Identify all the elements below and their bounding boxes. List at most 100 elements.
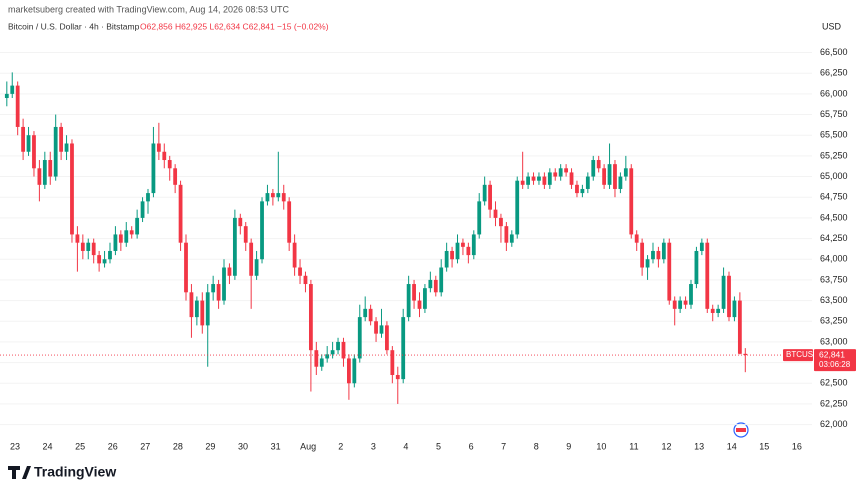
brand-name: TradingView — [34, 464, 116, 480]
x-tick-label: 30 — [238, 441, 248, 451]
candle-body — [645, 259, 650, 268]
candle-body — [48, 160, 53, 177]
candle — [211, 275, 216, 301]
candle-body — [623, 168, 628, 177]
candle-body — [70, 143, 74, 235]
candle — [629, 164, 634, 239]
candle — [276, 151, 281, 202]
credit: marketsuberg created with TradingView.co… — [8, 4, 289, 14]
candle-body — [509, 234, 514, 243]
candle — [249, 238, 254, 309]
candle — [91, 238, 96, 264]
candle — [48, 151, 53, 185]
candle-body — [21, 126, 26, 152]
candle-body — [184, 242, 188, 293]
x-tick-label: 23 — [10, 441, 20, 451]
candle-body — [471, 234, 476, 256]
candle-body — [580, 188, 585, 194]
candle-body — [493, 209, 498, 218]
candle — [162, 143, 167, 169]
candle — [227, 263, 232, 285]
candle — [374, 317, 378, 342]
candle — [705, 238, 710, 313]
candle-body — [547, 172, 552, 185]
x-tick-label: 16 — [792, 441, 802, 451]
candle-body — [395, 374, 400, 380]
candle-body — [64, 143, 69, 152]
candle-body — [482, 184, 487, 202]
candle — [146, 188, 150, 214]
x-tick-label: 2 — [338, 441, 343, 451]
candle — [140, 197, 145, 223]
candle — [417, 292, 422, 318]
candle-body — [216, 284, 221, 301]
candle — [651, 242, 655, 264]
x-tick-label: 7 — [501, 441, 506, 451]
candle-body — [330, 350, 335, 355]
x-tick-label: 9 — [566, 441, 571, 451]
candle — [21, 118, 26, 161]
candle — [471, 230, 476, 260]
candle — [390, 346, 395, 384]
candle — [716, 304, 721, 318]
y-tick-label: 64,750 — [820, 192, 848, 202]
candle — [488, 180, 492, 218]
x-tick-label: 15 — [759, 441, 769, 451]
candle — [553, 168, 558, 181]
candle — [477, 193, 482, 239]
candle — [520, 151, 525, 189]
candle-body — [15, 85, 20, 127]
candle — [493, 201, 498, 227]
candle-body — [102, 259, 107, 264]
candle — [156, 122, 161, 161]
candle-body — [585, 176, 590, 189]
candle-body — [135, 217, 140, 235]
candle — [363, 296, 368, 322]
ticker-label: BTCUSD — [786, 350, 819, 359]
candle-body — [694, 250, 699, 285]
candle-body — [390, 350, 395, 375]
candle-body — [423, 288, 427, 309]
x-tick-label: 25 — [75, 441, 85, 451]
candle-body — [488, 184, 492, 210]
y-tick-label: 66,000 — [820, 88, 848, 98]
candle — [580, 184, 585, 198]
candle — [450, 246, 454, 268]
candle-body — [368, 308, 373, 322]
candle — [699, 238, 704, 256]
candle — [260, 197, 264, 264]
x-tick-label: 5 — [436, 441, 441, 451]
x-tick-label: 14 — [727, 441, 737, 451]
candle-body — [428, 279, 433, 289]
candle — [569, 168, 574, 189]
candle — [26, 126, 31, 156]
candle — [444, 242, 449, 272]
countdown: 03:06:28 — [819, 360, 851, 369]
candle — [694, 246, 699, 289]
candle — [270, 188, 275, 206]
y-tick-label: 65,750 — [820, 109, 848, 119]
candle-body — [374, 321, 378, 334]
candle — [97, 250, 102, 272]
candle — [336, 337, 340, 355]
candle — [42, 151, 47, 189]
candle-body — [531, 176, 536, 181]
candle-body — [146, 193, 150, 202]
candle-body — [42, 160, 47, 185]
candle-body — [542, 176, 547, 185]
candle-body — [385, 325, 389, 351]
candle — [70, 139, 74, 243]
candle-body — [26, 135, 31, 152]
candle-body — [727, 275, 731, 318]
candle-body — [232, 217, 237, 276]
candle-body — [455, 242, 460, 260]
candle — [661, 238, 666, 264]
candle — [205, 284, 210, 367]
candle-body — [156, 143, 161, 152]
candle — [330, 341, 335, 359]
candle-body — [591, 160, 596, 177]
candle — [526, 172, 530, 189]
candle — [113, 226, 118, 256]
x-tick-label: 31 — [271, 441, 281, 451]
candle — [379, 308, 384, 338]
